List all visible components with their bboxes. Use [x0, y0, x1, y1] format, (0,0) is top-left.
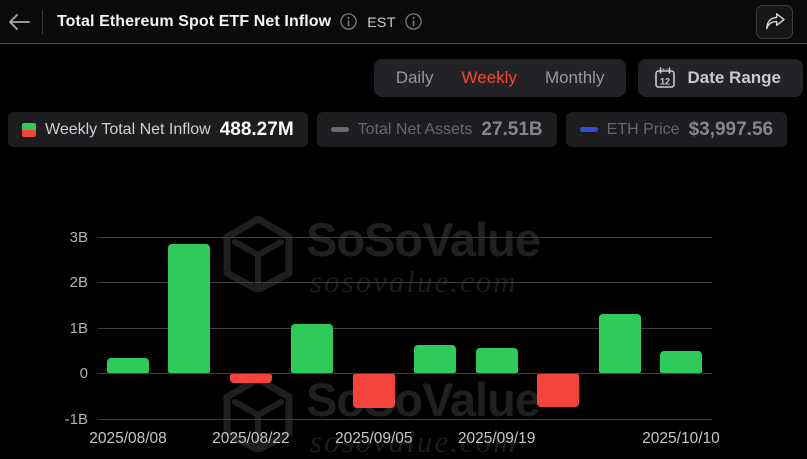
legend-label: Weekly Total Net Inflow [45, 120, 211, 138]
y-axis-label: 0 [79, 365, 88, 382]
x-axis-label: 2025/09/19 [457, 430, 536, 447]
bar-2025/08/29[interactable] [291, 324, 334, 374]
svg-text:12: 12 [660, 76, 670, 86]
tab-weekly[interactable]: Weekly [461, 68, 517, 87]
y-axis-label: 1B [69, 319, 88, 337]
interval-tab-group: Daily Weekly Monthly [373, 59, 627, 97]
title-info-icon[interactable] [340, 13, 357, 30]
y-axis-label: 2B [69, 274, 88, 291]
watermark-brand: SoSoValue [306, 373, 541, 426]
net-inflow-legend-icon [22, 122, 36, 137]
bar-chart: SoSoValue sosovalue.com SoSoValue sosova… [0, 160, 807, 457]
timezone-info-icon[interactable] [405, 13, 422, 30]
bar-2025/09/26[interactable] [537, 373, 580, 408]
legend-value: $3,997.56 [688, 118, 774, 140]
legend-value: 27.51B [481, 118, 543, 140]
page-title: Total Ethereum Spot ETF Net Inflow [57, 12, 332, 30]
x-axis-label: 2025/10/10 [642, 430, 720, 447]
bar-2025/10/10[interactable] [659, 351, 702, 374]
gridline-3B [98, 236, 712, 238]
gridline-1B [98, 327, 712, 329]
header-divider [42, 9, 43, 34]
legend-label: ETH Price [606, 120, 680, 138]
calendar-icon: 12 [655, 67, 676, 88]
x-axis-label: 2025/08/08 [89, 430, 167, 447]
net-assets-legend-icon [330, 127, 349, 132]
bar-2025/09/12[interactable] [414, 344, 457, 374]
tab-monthly[interactable]: Monthly [544, 68, 605, 87]
legend-row: Weekly Total Net Inflow 488.27M Total Ne… [8, 112, 788, 147]
toolbar: Daily Weekly Monthly 12 Date Range [0, 59, 807, 97]
gridline-2B [98, 282, 712, 283]
watermark: SoSoValue sosovalue.com [222, 213, 541, 297]
y-axis-label: -1B [64, 410, 88, 428]
legend-label: Total Net Assets [357, 120, 473, 138]
eth-price-legend-icon [579, 127, 598, 132]
bar-2025/10/03[interactable] [598, 314, 641, 374]
legend-item-net-assets[interactable]: Total Net Assets 27.51B [316, 112, 557, 147]
back-button[interactable] [0, 5, 38, 39]
bar-2025/09/19[interactable] [475, 348, 518, 374]
bar-2025/08/08[interactable] [107, 358, 149, 374]
gridline--1B [98, 418, 712, 420]
watermark-brand: SoSoValue [306, 213, 541, 266]
gridline-0 [98, 373, 712, 374]
tab-daily[interactable]: Daily [395, 68, 434, 87]
x-axis-label: 2025/09/05 [334, 430, 413, 447]
arrow-left-icon [9, 13, 30, 30]
bar-2025/08/15[interactable] [168, 243, 211, 374]
timezone-label: EST [367, 13, 396, 30]
date-range-label: Date Range [687, 68, 781, 87]
share-button[interactable] [756, 5, 793, 39]
bar-2025/09/05[interactable] [352, 373, 395, 409]
date-range-button[interactable]: 12 Date Range [638, 59, 803, 97]
share-icon [765, 13, 785, 30]
legend-item-net-inflow[interactable]: Weekly Total Net Inflow 488.27M [8, 112, 308, 147]
x-axis-label: 2025/08/22 [212, 430, 290, 447]
legend-item-eth-price[interactable]: ETH Price $3,997.56 [565, 112, 788, 147]
sosovalue-logo-icon [223, 216, 293, 292]
header-bar: Total Ethereum Spot ETF Net Inflow EST [0, 0, 807, 44]
legend-value: 488.27M [219, 118, 294, 140]
bar-2025/08/22[interactable] [229, 373, 272, 383]
y-axis-label: 3B [69, 228, 88, 246]
